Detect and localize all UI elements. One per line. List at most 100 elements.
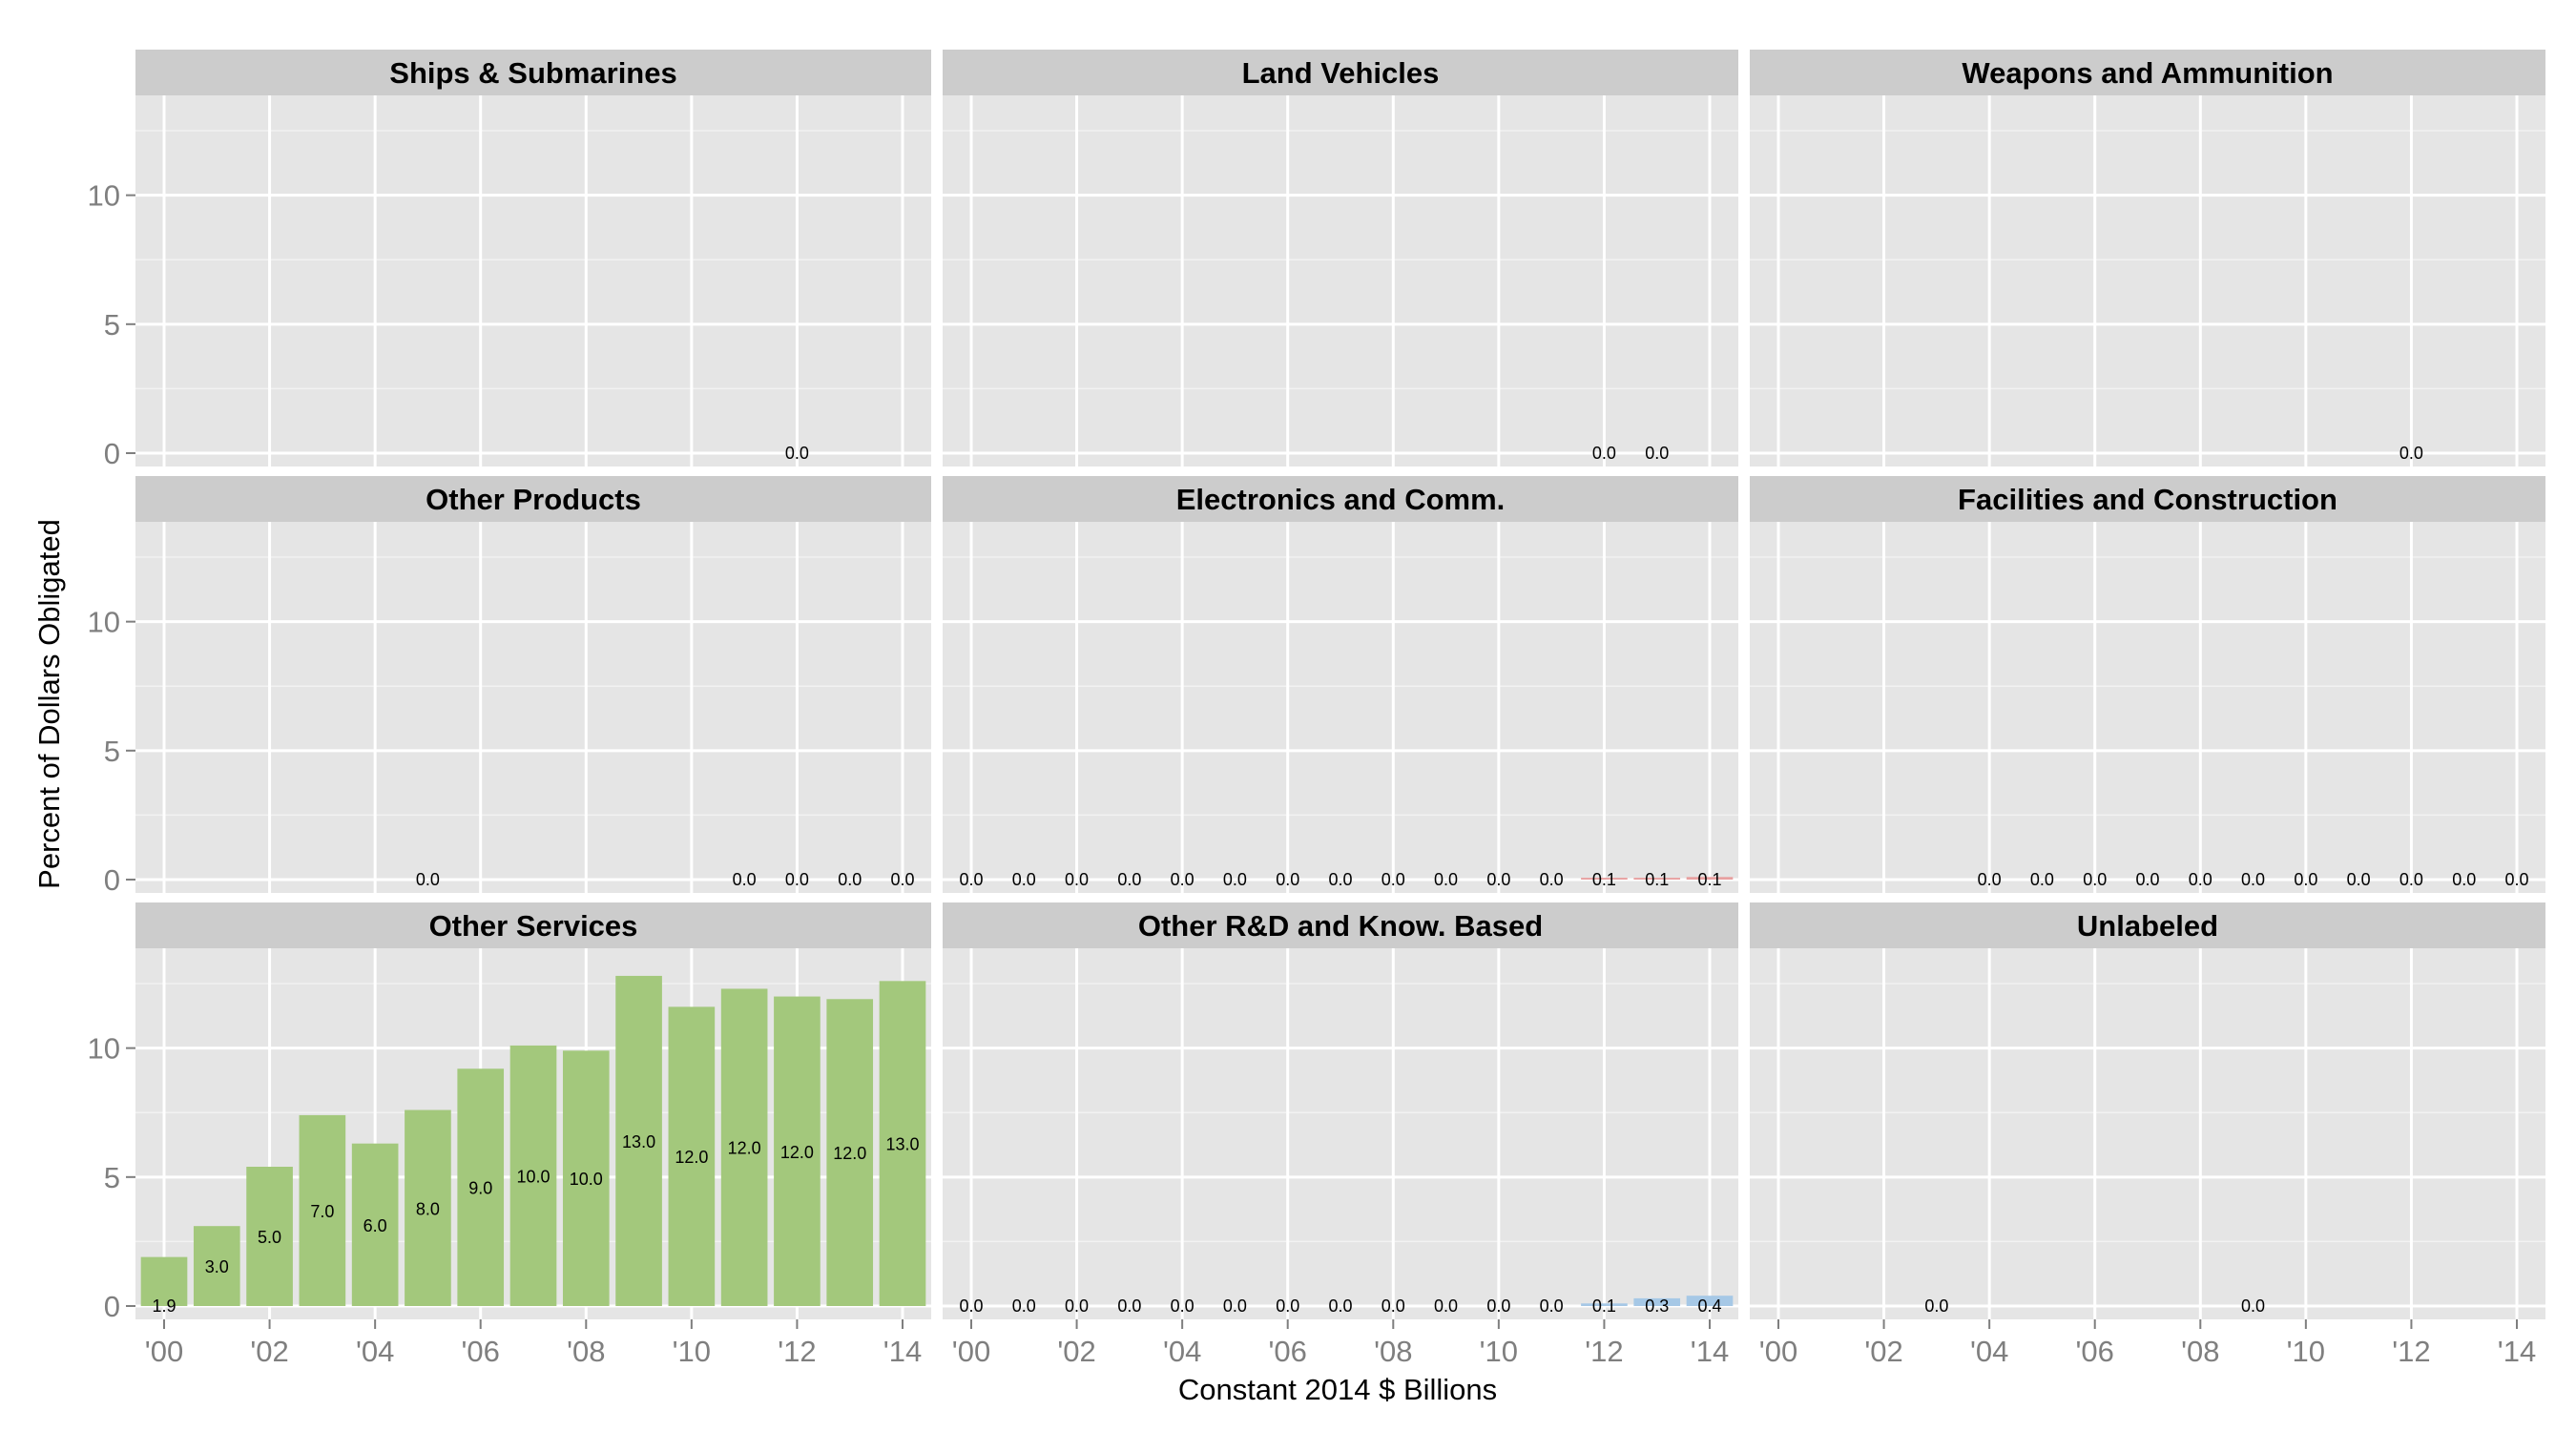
data-label: 0.0 xyxy=(1276,870,1299,889)
x-tick-label: '14 xyxy=(883,1335,922,1368)
data-label: 0.0 xyxy=(1645,444,1669,463)
y-axis-title: Percent of Dollars Obligated xyxy=(32,519,66,889)
x-tick-label: '02 xyxy=(250,1335,288,1368)
y-tick-label: 5 xyxy=(104,735,120,768)
x-axis: '00 '02 '04 '06 '08 '10 '12 '14 '00 '02 '04 '06 '08 '… xyxy=(145,1319,2536,1368)
data-label: 0.0 xyxy=(1012,870,1036,889)
x-tick-label: '12 xyxy=(778,1335,816,1368)
data-label: 0.0 xyxy=(1117,1296,1141,1316)
bar xyxy=(457,1068,505,1306)
panel-background xyxy=(943,522,1738,893)
x-tick-label: '12 xyxy=(2392,1335,2430,1368)
data-label: 0.0 xyxy=(1171,1296,1195,1316)
data-label: 0.0 xyxy=(1486,1296,1510,1316)
x-axis-title: Constant 2014 $ Billions xyxy=(1178,1373,1497,1406)
data-label: 0.0 xyxy=(416,870,440,889)
y-tick-label: 10 xyxy=(88,179,120,213)
x-tick-label: '08 xyxy=(1374,1335,1412,1368)
data-label: 8.0 xyxy=(416,1199,440,1218)
facet-title: Other Services xyxy=(429,909,638,943)
x-tick-label: '06 xyxy=(462,1335,500,1368)
bar xyxy=(1633,878,1681,880)
panel-ships-submarines: Ships & Submarines 0.0 xyxy=(135,50,931,467)
x-tick-label: '00 xyxy=(145,1335,183,1368)
bar xyxy=(299,1114,346,1306)
panel-background xyxy=(943,948,1738,1319)
y-axis: 0 5 10 0 5 10 0 5 10 xyxy=(88,179,135,1323)
data-label: 0.0 xyxy=(1592,444,1616,463)
data-label: 0.0 xyxy=(890,870,914,889)
panel-other-products: Other Products 0.0 0.0 0.0 0.0 0.0 xyxy=(135,476,931,893)
bar xyxy=(562,1050,610,1306)
data-label: 0.0 xyxy=(959,870,983,889)
y-tick-label: 0 xyxy=(104,437,120,470)
data-label: 0.0 xyxy=(1276,1296,1299,1316)
y-tick-label: 0 xyxy=(104,1290,120,1323)
data-label: 0.0 xyxy=(1065,870,1089,889)
panel-land-vehicles: Land Vehicles 0.0 0.0 xyxy=(943,50,1738,467)
bar xyxy=(246,1167,293,1306)
data-label: 0.0 xyxy=(1434,1296,1458,1316)
data-label: 0.0 xyxy=(2399,444,2423,463)
y-tick-label: 10 xyxy=(88,606,120,639)
data-label: 12.0 xyxy=(780,1143,814,1162)
data-label: 7.0 xyxy=(310,1202,334,1221)
data-label: 12.0 xyxy=(728,1139,761,1158)
data-label: 0.4 xyxy=(1697,1296,1721,1316)
data-label: 0.0 xyxy=(2294,870,2317,889)
x-tick-label: '04 xyxy=(1970,1335,2008,1368)
data-label: 0.0 xyxy=(2399,870,2423,889)
panel-background xyxy=(1750,95,2545,467)
data-label: 0.0 xyxy=(733,870,757,889)
bar xyxy=(1581,878,1628,880)
data-label: 10.0 xyxy=(516,1167,550,1186)
data-label: 10.0 xyxy=(570,1170,603,1189)
bar xyxy=(879,981,926,1306)
x-tick-label: '02 xyxy=(1057,1335,1095,1368)
facet-title: Other Products xyxy=(426,483,641,516)
data-label: 0.1 xyxy=(1592,870,1616,889)
facet-strip xyxy=(943,902,1738,948)
data-label: 0.0 xyxy=(1434,870,1458,889)
data-label: 0.0 xyxy=(1223,1296,1247,1316)
panel-background xyxy=(135,95,931,467)
bar xyxy=(615,975,662,1306)
panel-weapons-and-ammunition: Weapons and Ammunition 0.0 xyxy=(1750,50,2545,467)
facet-title: Ships & Submarines xyxy=(389,56,676,90)
data-label: 0.0 xyxy=(959,1296,983,1316)
data-label: 0.0 xyxy=(1381,1296,1405,1316)
x-tick-label: '08 xyxy=(567,1335,605,1368)
bar xyxy=(668,1006,716,1306)
facet-title: Electronics and Comm. xyxy=(1176,483,1506,516)
data-label: 0.3 xyxy=(1645,1296,1669,1316)
data-label: 0.0 xyxy=(1328,1296,1352,1316)
y-tick-label: 5 xyxy=(104,308,120,342)
data-label: 0.0 xyxy=(2030,870,2054,889)
bar xyxy=(193,1226,240,1306)
bar xyxy=(509,1045,557,1306)
panel-background xyxy=(1750,948,2545,1319)
bar xyxy=(1581,1303,1628,1306)
data-label: 0.0 xyxy=(1223,870,1247,889)
data-label: 0.0 xyxy=(1117,870,1141,889)
facet-strip xyxy=(135,902,931,948)
data-label: 0.0 xyxy=(2347,870,2371,889)
x-tick-label: '10 xyxy=(1480,1335,1518,1368)
data-label: 3.0 xyxy=(205,1257,229,1276)
data-label: 13.0 xyxy=(885,1135,919,1154)
bar xyxy=(1633,1297,1681,1306)
bar xyxy=(774,996,821,1306)
y-tick-label: 5 xyxy=(104,1161,120,1194)
panel-background xyxy=(135,522,931,893)
facet-strip xyxy=(943,50,1738,95)
panel-facilities-and-construction: Facilities and Construction 0.0 0.0 0.0 0.0 0… xyxy=(1750,476,2545,893)
data-label: 0.0 xyxy=(1381,870,1405,889)
data-label: 0.0 xyxy=(1978,870,2002,889)
x-tick-label: '06 xyxy=(2076,1335,2114,1368)
data-label: 0.0 xyxy=(1924,1296,1948,1316)
data-label: 0.0 xyxy=(785,870,809,889)
x-tick-label: '10 xyxy=(2287,1335,2325,1368)
data-label: 13.0 xyxy=(622,1132,655,1151)
x-tick-label: '04 xyxy=(1163,1335,1201,1368)
